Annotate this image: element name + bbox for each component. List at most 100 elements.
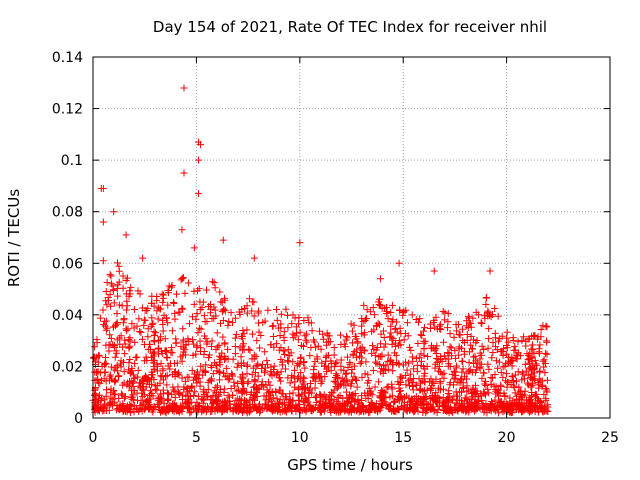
data-point [403,366,411,374]
data-point [532,391,540,399]
y-tick-label: 0.14 [52,50,83,66]
data-point [243,361,251,369]
data-point [467,319,475,327]
data-point [350,348,358,356]
data-point [347,320,355,328]
data-point [531,356,539,364]
data-point [146,403,154,411]
data-point [484,308,492,316]
data-point [99,218,107,226]
data-point [164,319,172,327]
data-point [284,311,292,319]
data-point [455,330,463,338]
data-point [244,378,252,386]
data-point [192,315,200,323]
data-point [358,322,366,330]
data-point [489,349,497,357]
data-point [157,390,165,398]
data-point [402,371,410,379]
data-point [420,405,428,413]
data-point [189,336,197,344]
data-point [455,343,463,351]
data-point [350,321,358,329]
data-point [466,341,474,349]
data-point [277,377,285,385]
x-tick-label: 25 [601,430,619,446]
data-point [530,369,538,377]
data-point [542,384,550,392]
data-point [314,342,322,350]
data-point [409,386,417,394]
data-point [492,343,500,351]
data-point [230,378,238,386]
data-point [240,340,248,348]
data-point [484,344,492,352]
data-point [301,396,309,404]
data-point [424,353,432,361]
data-point [102,287,110,295]
data-point [522,337,530,345]
data-point [129,382,137,390]
chart-title: Day 154 of 2021, Rate Of TEC Index for r… [153,18,547,36]
data-point [237,353,245,361]
data-point [543,350,551,358]
data-point [257,332,265,340]
data-point [491,329,499,337]
data-point [481,377,489,385]
data-point [542,395,550,403]
data-point [241,305,249,313]
data-point [521,360,529,368]
data-point [418,331,426,339]
data-point [377,401,385,409]
data-point [190,300,198,308]
data-point [160,403,168,411]
data-point [216,376,224,384]
data-point [250,351,258,359]
data-point [221,373,229,381]
data-point [163,354,171,362]
data-point [530,349,538,357]
data-point [297,369,305,377]
data-point [128,364,136,372]
data-point [531,331,539,339]
data-point [249,364,257,372]
data-point [409,404,417,412]
data-point [195,285,203,293]
data-point [210,314,218,322]
data-point [541,360,549,368]
data-point [484,360,492,368]
data-point [291,332,299,340]
data-point [302,330,310,338]
data-point [294,384,302,392]
data-point [495,409,503,417]
data-point [113,367,121,375]
data-point [382,310,390,318]
data-point [170,386,178,394]
data-point [247,390,255,398]
data-point [159,298,167,306]
data-point [141,316,149,324]
y-tick-label: 0.1 [61,153,83,169]
data-point [191,373,199,381]
data-point [295,396,303,404]
data-point [152,329,160,337]
data-point [249,330,257,338]
data-point [323,365,331,373]
data-point [213,406,221,414]
data-point [211,284,219,292]
data-point [148,314,156,322]
data-point [125,343,133,351]
data-point [364,405,372,413]
data-point [113,318,121,326]
data-point [388,380,396,388]
data-point [532,360,540,368]
data-point [508,353,516,361]
data-point [196,306,204,313]
data-point [485,365,493,373]
data-point [387,309,395,317]
data-point [159,327,167,335]
data-point [514,368,522,376]
data-point [210,387,218,395]
data-point [96,379,104,387]
data-point [194,401,202,409]
